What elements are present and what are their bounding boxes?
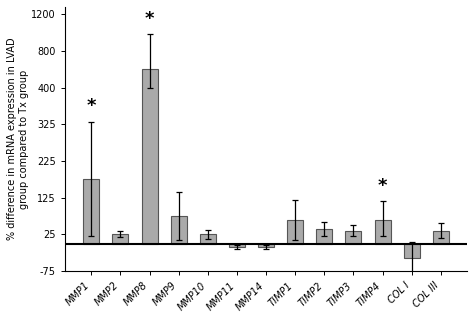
Bar	[316, 229, 332, 244]
Bar	[112, 234, 128, 244]
Text: *: *	[145, 10, 154, 28]
Bar	[346, 231, 361, 244]
Bar	[433, 231, 449, 244]
Bar	[200, 234, 216, 244]
Bar	[404, 244, 419, 258]
Bar	[142, 69, 157, 244]
Bar	[258, 244, 274, 247]
Bar	[374, 220, 391, 244]
Bar	[171, 216, 187, 244]
Bar	[83, 179, 99, 244]
Text: *: *	[87, 97, 96, 115]
Bar	[287, 220, 303, 244]
Text: *: *	[378, 177, 387, 195]
Y-axis label: % difference in mRNA expression in LVAD
group compared to Tx group: % difference in mRNA expression in LVAD …	[7, 38, 28, 240]
Bar	[229, 244, 245, 247]
